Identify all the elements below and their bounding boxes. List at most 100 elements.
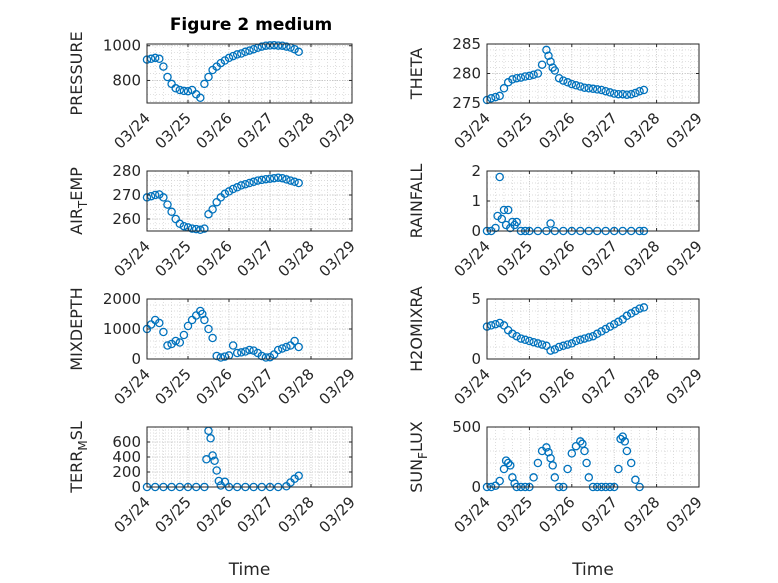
data-point	[508, 329, 517, 339]
y-tick-label: 260	[112, 210, 141, 228]
y-axis-label: AIRTEMP	[67, 167, 90, 235]
data-point	[150, 53, 160, 63]
y-tick-label: 5	[471, 290, 481, 308]
data-point	[220, 352, 230, 361]
data-point	[601, 86, 610, 96]
tick-marks	[486, 170, 700, 232]
data-point	[592, 85, 602, 94]
data-point	[635, 304, 644, 313]
data-point	[550, 345, 560, 354]
y-tick-label: 200	[112, 463, 141, 481]
y-tick-label: 0	[131, 478, 141, 496]
data-point	[537, 60, 547, 69]
data-point	[273, 345, 283, 355]
axes-box	[486, 298, 700, 360]
data-point	[516, 73, 526, 82]
data-point	[597, 85, 606, 95]
data-point	[232, 183, 242, 192]
data-point	[278, 173, 287, 183]
data-point	[163, 341, 172, 350]
data-point	[592, 329, 602, 339]
data-point	[501, 456, 511, 465]
data-point	[614, 89, 623, 99]
data-point	[175, 338, 185, 347]
data-point	[282, 42, 291, 51]
data-point	[542, 443, 551, 452]
data-point	[175, 85, 185, 95]
y-axis-label: TERRMSL	[67, 421, 90, 494]
data-point	[620, 437, 630, 446]
data-point	[202, 455, 211, 464]
data-point	[563, 78, 572, 87]
data-point	[495, 91, 504, 101]
data-point	[261, 174, 271, 184]
data-point	[584, 84, 594, 93]
data-point	[529, 473, 538, 482]
tick-marks	[486, 43, 700, 104]
data-point	[582, 458, 591, 468]
data-point	[533, 69, 543, 78]
major-grid	[147, 427, 352, 487]
data-point	[605, 88, 615, 97]
major-grid	[147, 44, 352, 103]
y-tick-label: 0	[471, 478, 481, 496]
minor-grid	[487, 427, 699, 487]
data-point	[245, 178, 254, 188]
data-point	[286, 176, 295, 185]
data-point	[204, 72, 213, 82]
data-point	[580, 83, 589, 92]
data-point	[179, 330, 189, 340]
y-axis-label: SUNFLUX	[407, 421, 430, 493]
data-point	[571, 336, 581, 346]
data-point	[631, 306, 640, 316]
data-point	[196, 93, 205, 103]
data-point	[567, 449, 577, 458]
data-point	[273, 41, 283, 50]
plot-area	[487, 299, 699, 359]
data-point	[548, 461, 557, 470]
data-point	[167, 207, 176, 217]
data-point	[265, 174, 275, 183]
data-point	[232, 348, 242, 358]
axes-box	[146, 170, 353, 232]
data-point	[576, 335, 585, 345]
data-point	[282, 342, 291, 352]
data-point	[584, 333, 594, 342]
data-point	[278, 41, 287, 50]
data-point	[200, 79, 209, 89]
x-axis-label: Time	[571, 560, 614, 580]
data-point	[183, 321, 193, 331]
y-tick-label: 2000	[103, 290, 141, 308]
data-point	[210, 456, 219, 466]
data-point	[171, 336, 180, 346]
data-point	[214, 476, 224, 486]
data-point	[294, 471, 303, 481]
data-point	[241, 47, 250, 57]
y-tick-label: 270	[112, 186, 141, 204]
data-point	[237, 348, 246, 357]
data-point	[508, 75, 517, 84]
data-point	[249, 44, 258, 54]
axes-box	[146, 43, 353, 104]
data-point	[196, 225, 205, 235]
data-point	[204, 324, 213, 334]
data-point	[208, 205, 217, 214]
data-point	[171, 84, 180, 93]
data-point	[580, 446, 589, 456]
data-point	[567, 339, 577, 348]
tick-marks	[486, 298, 700, 360]
data-point	[155, 318, 164, 328]
data-point	[567, 79, 577, 89]
y-tick-label: 1	[471, 192, 481, 210]
data-point	[294, 178, 303, 188]
data-point	[491, 92, 500, 102]
data-point	[486, 94, 496, 103]
data-point	[588, 331, 598, 341]
y-axis-label: THETA	[407, 48, 426, 100]
data-point	[237, 181, 246, 190]
data-point	[614, 317, 623, 327]
data-point	[249, 177, 258, 187]
data-point	[639, 85, 649, 95]
data-point	[212, 197, 221, 207]
data-point	[191, 224, 201, 234]
